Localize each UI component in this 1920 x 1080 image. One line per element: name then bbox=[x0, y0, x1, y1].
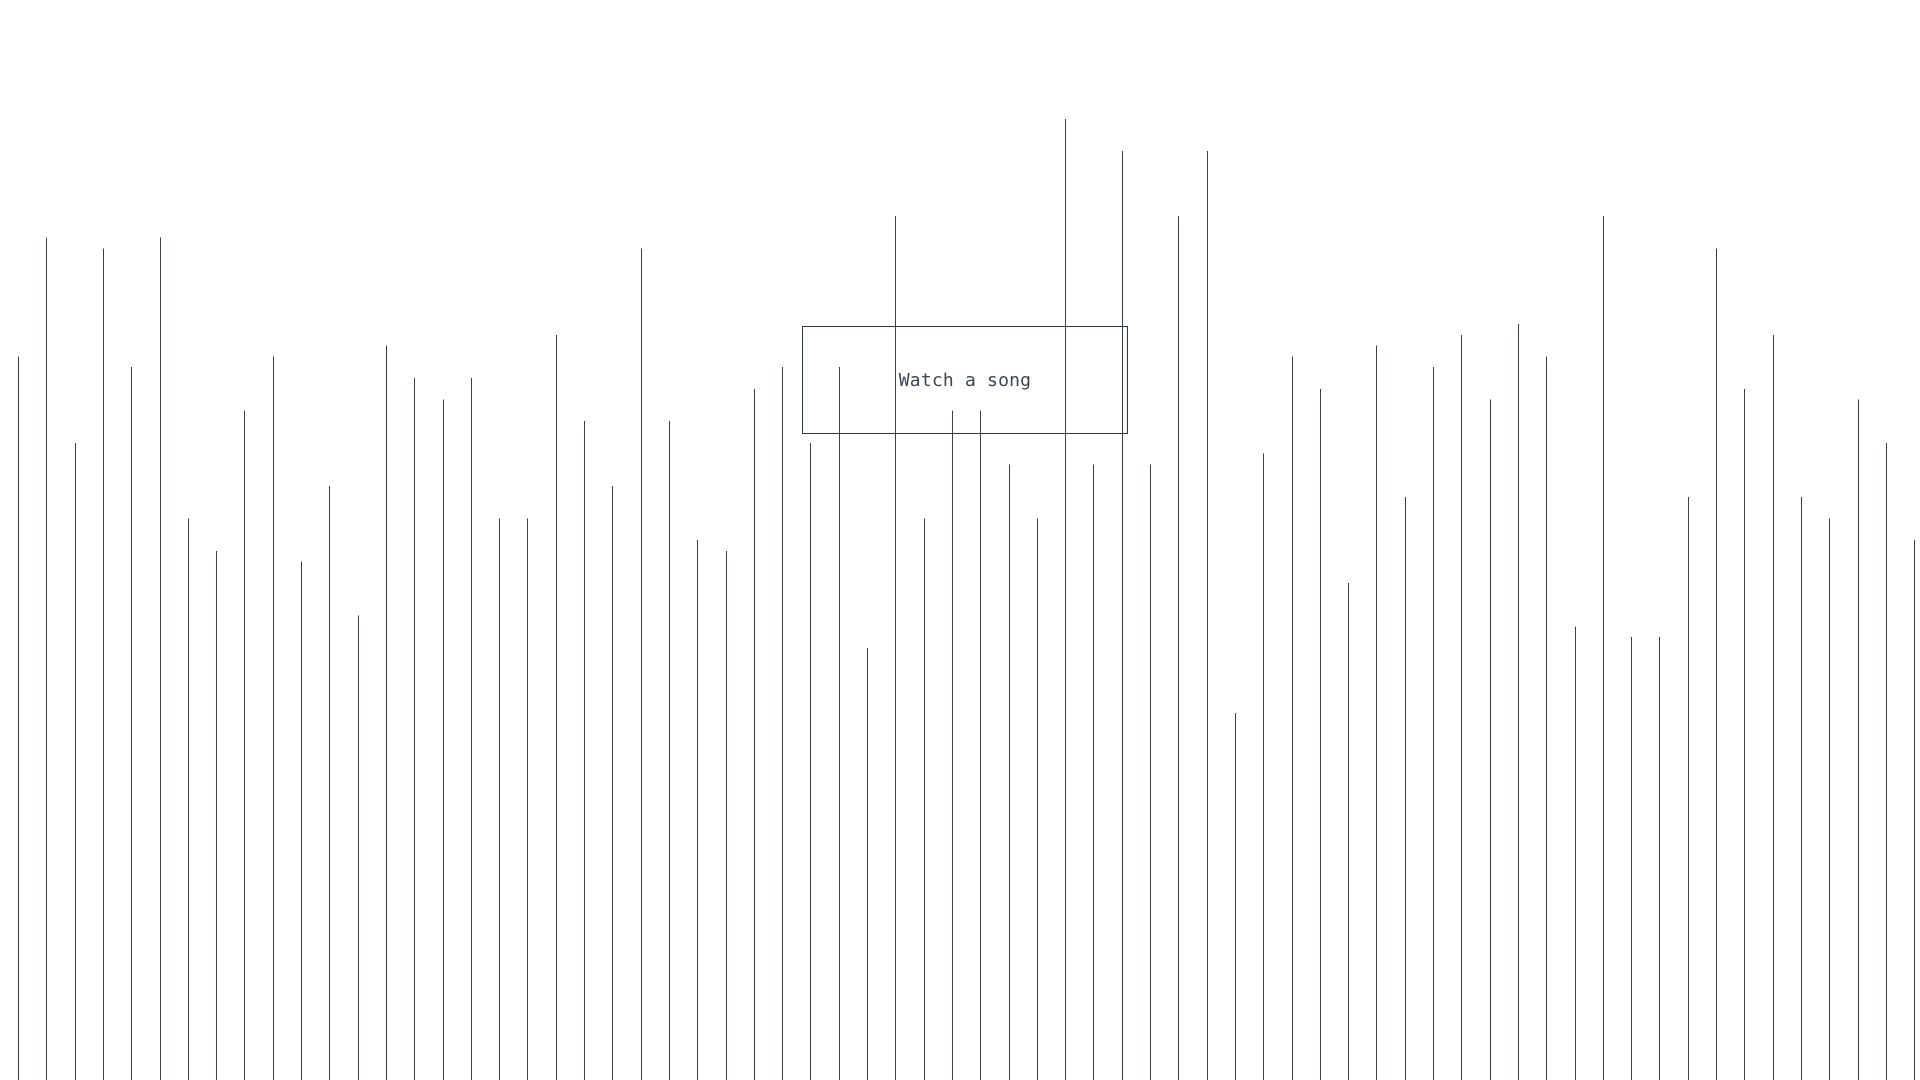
watch-a-song-button[interactable]: Watch a song bbox=[802, 326, 1128, 434]
watch-a-song-label: Watch a song bbox=[898, 369, 1032, 391]
